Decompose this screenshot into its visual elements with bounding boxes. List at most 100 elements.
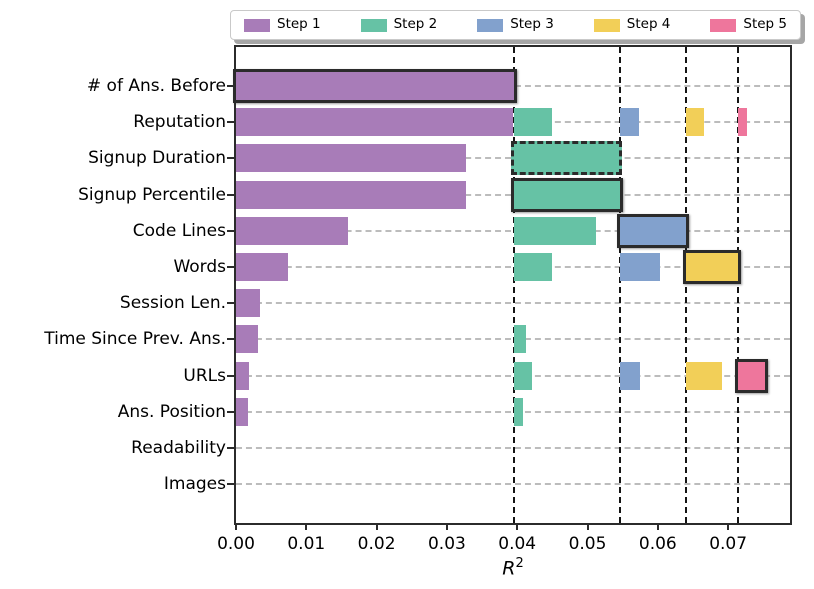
x-tick-mark <box>586 523 589 530</box>
y-tick-mark <box>227 193 234 196</box>
y-tick-mark <box>227 85 234 87</box>
legend-item-step-1: Step 1 <box>244 18 321 32</box>
legend-label: Step 3 <box>510 16 554 33</box>
gridline-horizontal <box>236 447 790 449</box>
gridline-horizontal <box>236 338 790 341</box>
step-boundary-line <box>618 47 621 523</box>
x-axis-tick-label: 0.00 <box>217 534 255 554</box>
x-tick-mark <box>235 523 237 530</box>
bar-step2-time-since-prev-ans <box>514 325 526 354</box>
x-tick-mark <box>656 523 659 530</box>
y-axis-label-signup-duration: Signup Duration <box>88 148 226 169</box>
x-axis-tick-label: 0.03 <box>427 534 466 554</box>
x-axis-tick-label: 0.01 <box>287 534 326 554</box>
bar-step1-urls <box>236 361 250 390</box>
bar-step1-of-ans-before-highlighted <box>233 69 518 103</box>
y-tick-mark <box>227 447 234 449</box>
gridline-horizontal <box>236 229 790 232</box>
y-axis-label-time-since-prev-ans: Time Since Prev. Ans. <box>44 329 226 350</box>
legend-swatch-step-1 <box>244 18 270 32</box>
x-tick-mark <box>516 523 519 530</box>
y-tick-mark <box>227 229 234 232</box>
y-tick-mark <box>227 121 234 124</box>
x-axis-title: R2 <box>453 556 573 579</box>
y-tick-mark <box>227 410 234 413</box>
bar-step1-code-lines <box>236 216 349 245</box>
gridline-horizontal <box>236 266 790 268</box>
y-axis-label-session-len: Session Len. <box>119 293 226 314</box>
y-axis-label-readability: Readability <box>131 438 226 458</box>
x-axis-tick-label: 0.06 <box>638 534 677 554</box>
y-axis-label-urls: URLs <box>183 365 226 386</box>
y-tick-mark <box>227 338 234 341</box>
bar-step1-words <box>236 253 289 281</box>
step-boundary-line <box>736 47 739 523</box>
gridline-horizontal <box>236 302 790 305</box>
gridline-horizontal <box>236 374 790 377</box>
x-axis-tick-label: 0.02 <box>357 534 396 554</box>
legend-item-step-2: Step 2 <box>360 16 438 33</box>
x-tick-mark <box>445 523 448 530</box>
legend-swatch-step-5 <box>710 18 737 32</box>
legend-label: Step 1 <box>277 16 321 33</box>
gridline-horizontal <box>236 121 790 124</box>
x-axis-title-base: R <box>502 557 516 580</box>
legend-item-step-4: Step 4 <box>593 16 671 33</box>
legend-swatch-step-2 <box>360 18 387 32</box>
legend-item-step-3: Step 3 <box>477 18 554 32</box>
x-axis-tick-label: 0.05 <box>568 534 607 554</box>
bar-step1-signup-duration <box>236 144 466 173</box>
legend-swatch-step-4 <box>593 18 620 32</box>
bar-step1-time-since-prev-ans <box>236 325 258 354</box>
y-tick-mark <box>227 374 234 377</box>
bar-step3-reputation <box>619 108 639 137</box>
y-axis-label-reputation: Reputation <box>133 112 226 133</box>
step-boundary-line <box>684 47 687 523</box>
step-boundary-line <box>513 47 516 523</box>
bar-step2-ans-position <box>514 397 523 426</box>
bar-step1-signup-percentile <box>236 180 466 209</box>
y-tick-mark <box>227 266 234 268</box>
y-axis-label-of-ans-before: # of Ans. Before <box>86 76 226 96</box>
bar-step4-words-highlighted <box>682 250 741 284</box>
bar-step2-reputation <box>514 108 553 137</box>
bar-step1-session-len <box>236 289 260 318</box>
legend-item-step-5: Step 5 <box>710 18 787 32</box>
plot-area <box>227 47 790 530</box>
bar-step3-words <box>619 253 660 281</box>
bar-step3-code-lines-highlighted <box>616 213 689 248</box>
bar-step4-reputation <box>685 108 704 137</box>
bar-step2-words <box>514 253 553 281</box>
y-axis-label-ans-position: Ans. Position <box>117 401 226 422</box>
legend-label: Step 5 <box>743 16 787 33</box>
y-axis-label-images: Images <box>163 474 226 495</box>
bar-step2-signup-percentile-highlighted <box>511 177 623 212</box>
bar-step2-code-lines <box>514 216 596 245</box>
legend-swatch-step-3 <box>477 18 504 32</box>
bar-step5-reputation <box>737 108 748 137</box>
bar-step5-urls-highlighted <box>734 358 768 393</box>
legend-label: Step 2 <box>393 16 438 33</box>
x-axis-title-exponent: 2 <box>515 556 524 571</box>
y-axis-label-signup-percentile: Signup Percentile <box>78 184 226 205</box>
bar-step3-urls <box>619 361 640 390</box>
x-tick-mark <box>375 523 378 530</box>
x-axis-tick-label: 0.07 <box>709 534 748 554</box>
x-tick-mark <box>305 523 308 530</box>
y-axis-label-words: Words <box>173 257 226 277</box>
x-tick-mark <box>727 523 730 530</box>
y-axis-label-code-lines: Code Lines <box>132 220 226 241</box>
y-tick-mark <box>227 483 234 486</box>
bar-step2-urls <box>514 361 532 390</box>
legend: Step 1 Step 2 Step 3 Step 4 Step 5 <box>230 10 801 40</box>
bar-step1-ans-position <box>236 397 248 426</box>
bar-step4-urls <box>685 361 723 390</box>
x-axis-tick-label: 0.04 <box>498 534 537 554</box>
legend-label: Step 4 <box>626 16 671 33</box>
bar-step2-signup-duration-highlighted <box>511 141 623 176</box>
y-tick-mark <box>227 157 234 160</box>
gridline-horizontal <box>236 410 790 413</box>
gridline-horizontal <box>236 483 790 486</box>
y-tick-mark <box>227 302 234 305</box>
